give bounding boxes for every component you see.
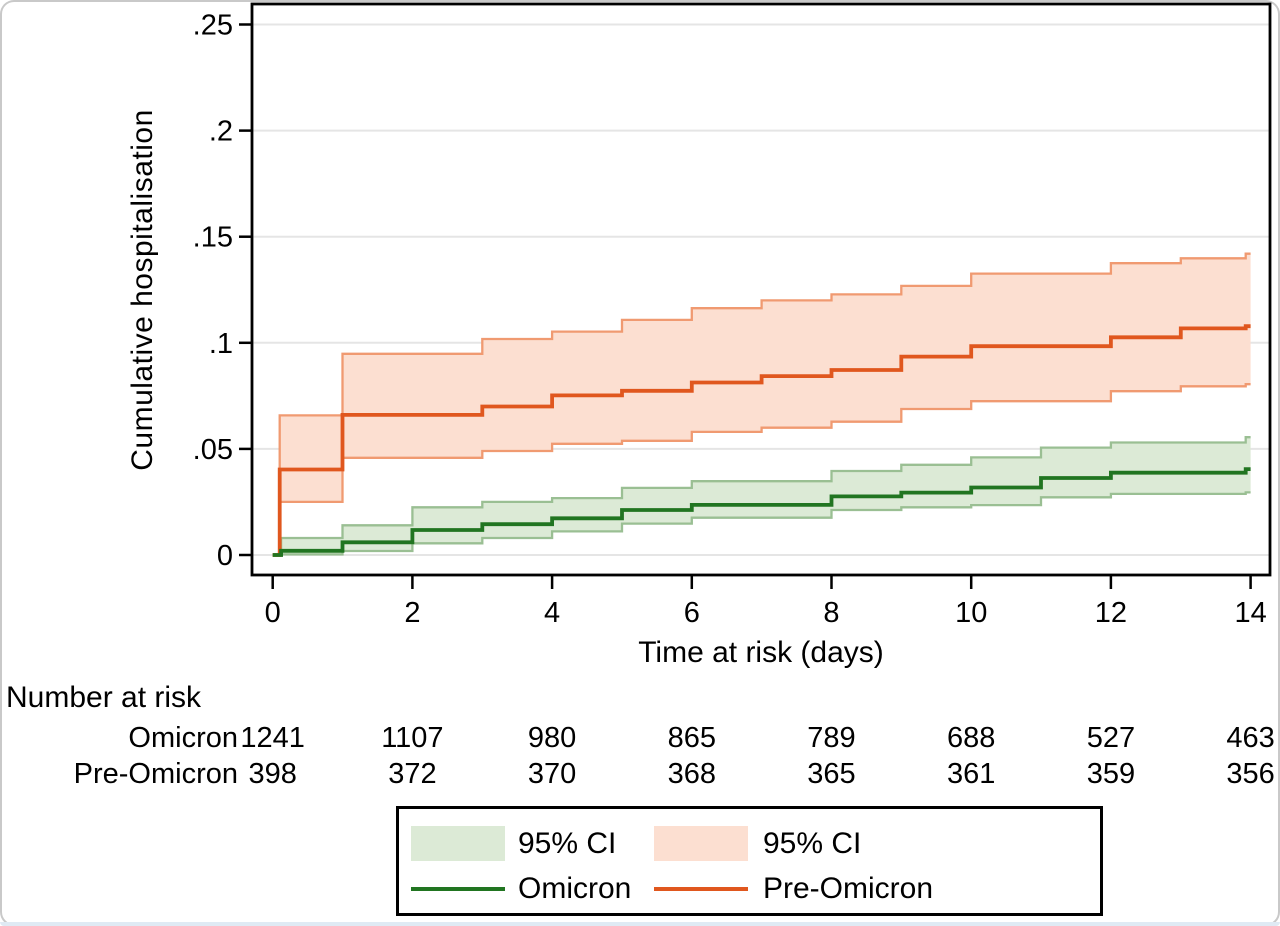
x-tick-label: 2 bbox=[404, 597, 420, 629]
risk-count: 368 bbox=[667, 758, 716, 790]
risk-count: 372 bbox=[388, 758, 437, 790]
risk-count: 356 bbox=[1226, 758, 1275, 790]
y-tick-label: .05 bbox=[193, 434, 233, 466]
legend-swatch-pre-omicron-ci bbox=[654, 826, 748, 861]
y-tick-label: .2 bbox=[209, 116, 233, 148]
pre-omicron-line bbox=[272, 324, 1251, 557]
y-tick-label: .1 bbox=[209, 328, 233, 360]
risk-count: 1241 bbox=[240, 722, 305, 754]
risk-count: 1107 bbox=[381, 722, 444, 754]
risk-count: 365 bbox=[807, 758, 856, 790]
pre-omicron-ci-lower-line bbox=[272, 383, 1251, 557]
page-edge bbox=[0, 922, 1280, 926]
risk-count: 361 bbox=[946, 758, 996, 790]
omicron-line bbox=[272, 467, 1251, 557]
y-tick-label: .25 bbox=[193, 10, 233, 42]
risk-count: 865 bbox=[667, 722, 716, 754]
risk-row-label-omicron: Omicron bbox=[128, 722, 238, 754]
x-tick-label: 0 bbox=[265, 597, 281, 629]
risk-count: 370 bbox=[527, 758, 577, 790]
pre-omicron-ci-upper-line bbox=[272, 252, 1251, 557]
pre-omicron-ci-band bbox=[272, 253, 1251, 555]
risk-count: 527 bbox=[1086, 722, 1136, 754]
y-tick-label: 0 bbox=[217, 540, 233, 572]
legend-swatch-omicron-ci bbox=[411, 826, 505, 861]
y-tick-label: .15 bbox=[193, 222, 233, 254]
legend-line-omicron bbox=[411, 887, 505, 891]
number-at-risk-header: Number at risk bbox=[6, 681, 202, 714]
x-axis-title: Time at risk (days) bbox=[638, 636, 884, 669]
risk-count: 789 bbox=[807, 722, 856, 754]
risk-count: 463 bbox=[1226, 722, 1275, 754]
y-axis-title: Cumulative hospitalisation bbox=[126, 109, 159, 471]
omicron-ci-lower-line bbox=[272, 491, 1251, 557]
risk-row-label-pre-omicron: Pre-Omicron bbox=[73, 758, 238, 790]
legend-label-pre-omicron-ci: 95% CI bbox=[763, 827, 862, 860]
x-tick-label: 12 bbox=[1095, 597, 1127, 629]
legend: 95% CI 95% CI Omicron Pre-Omicron bbox=[396, 806, 1103, 916]
omicron-ci-upper-line bbox=[272, 436, 1251, 557]
x-tick-label: 10 bbox=[955, 597, 987, 629]
legend-label-pre-omicron: Pre-Omicron bbox=[763, 872, 934, 905]
cumulative-incidence-chart: 0 .05 .1 .15 .2 .25 0 2 4 6 8 10 12 14 bbox=[193, 2, 1272, 629]
x-tick-label: 4 bbox=[544, 597, 560, 629]
risk-count: 398 bbox=[248, 758, 297, 790]
risk-count: 359 bbox=[1086, 758, 1136, 790]
risk-count: 980 bbox=[527, 722, 577, 754]
legend-label-omicron: Omicron bbox=[518, 872, 632, 905]
x-tick-label: 8 bbox=[823, 597, 839, 629]
legend-label-omicron-ci: 95% CI bbox=[518, 827, 617, 860]
legend-line-pre-omicron bbox=[654, 887, 748, 891]
x-tick-label: 6 bbox=[684, 597, 700, 629]
x-tick-label: 14 bbox=[1234, 597, 1266, 629]
plot-box bbox=[250, 2, 1272, 577]
risk-count: 688 bbox=[946, 722, 996, 754]
